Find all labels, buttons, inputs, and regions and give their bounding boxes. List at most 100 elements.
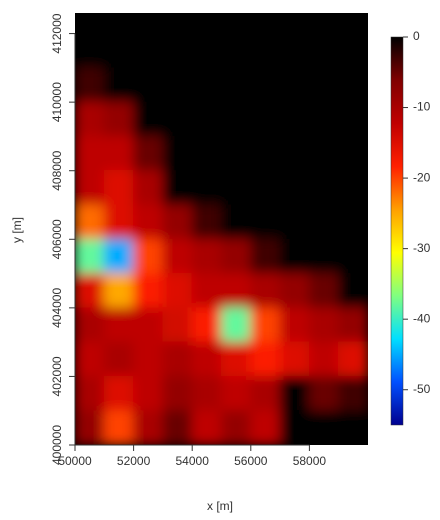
cell [162,67,193,103]
cell [191,204,222,240]
cell [75,375,105,412]
cell [221,67,252,103]
cell [250,13,281,35]
colorbar-tick-label: -50 [413,382,431,396]
colorbar-tick-label: -30 [413,241,431,255]
cell [338,204,368,240]
cell [250,33,281,69]
cell [133,375,164,412]
cell [308,410,340,445]
cell [308,135,340,172]
cell [103,204,135,240]
cell [338,273,368,309]
cell [250,375,281,412]
cell [162,135,193,172]
cell [162,341,193,377]
cell [250,341,281,377]
x-tick-label: 56000 [234,454,268,468]
cell [75,238,105,275]
cell [75,170,105,206]
y-tick-label: 410000 [50,82,64,122]
cell [75,135,105,172]
cell [191,170,222,206]
cell [162,204,193,240]
y-tick-label: 400000 [50,425,64,465]
cell [162,238,193,275]
y-tick-label: 406000 [50,219,64,259]
cell [221,101,252,137]
cell [162,170,193,206]
cell [133,101,164,137]
cell [338,238,368,275]
cell [338,67,368,103]
cell [279,135,310,172]
cell [308,204,340,240]
cell [133,33,164,69]
cell [133,410,164,445]
cell [279,307,310,343]
cell [279,238,310,275]
colorbar-tick-label: 0 [413,29,420,43]
cell [103,375,135,412]
cell [133,273,164,309]
cell [338,307,368,343]
cell [103,135,135,172]
colorbar-tick-label: -10 [413,100,431,114]
cell [103,101,135,137]
cell [221,204,252,240]
cell [308,101,340,137]
cell [75,33,105,69]
cell [191,273,222,309]
cell [279,13,310,35]
cell [279,410,310,445]
cell [250,410,281,445]
x-tick-label: 54000 [176,454,210,468]
cell [103,170,135,206]
cell [221,170,252,206]
cell [191,101,222,137]
cell [133,135,164,172]
cell [191,341,222,377]
cell [338,341,368,377]
x-axis-title: x [m] [207,499,233,513]
cell [338,410,368,445]
cell [103,307,135,343]
cell [308,33,340,69]
cell [103,341,135,377]
y-tick-label: 412000 [50,13,64,53]
heatmap [75,13,368,445]
cell [133,341,164,377]
cell [308,375,340,412]
cell [103,410,135,445]
cell [221,273,252,309]
y-tick-label: 404000 [50,288,64,328]
cell [338,33,368,69]
cell [279,101,310,137]
cell [75,67,105,103]
cell [221,13,252,35]
y-axis-title: y [m] [10,217,24,243]
y-tick-label: 408000 [50,150,64,190]
cell [221,135,252,172]
cell [162,33,193,69]
cell [221,410,252,445]
cell [250,170,281,206]
cell [279,273,310,309]
cell [279,33,310,69]
cell [250,67,281,103]
cell [279,67,310,103]
cell [221,307,252,343]
cell [308,13,340,35]
cell [75,204,105,240]
y-tick-label: 402000 [50,356,64,396]
cell [338,101,368,137]
cell [162,101,193,137]
cell [191,33,222,69]
cell [191,238,222,275]
cell [162,13,193,35]
cell [191,307,222,343]
cell [250,135,281,172]
cell [103,67,135,103]
cell [133,67,164,103]
cell [133,170,164,206]
